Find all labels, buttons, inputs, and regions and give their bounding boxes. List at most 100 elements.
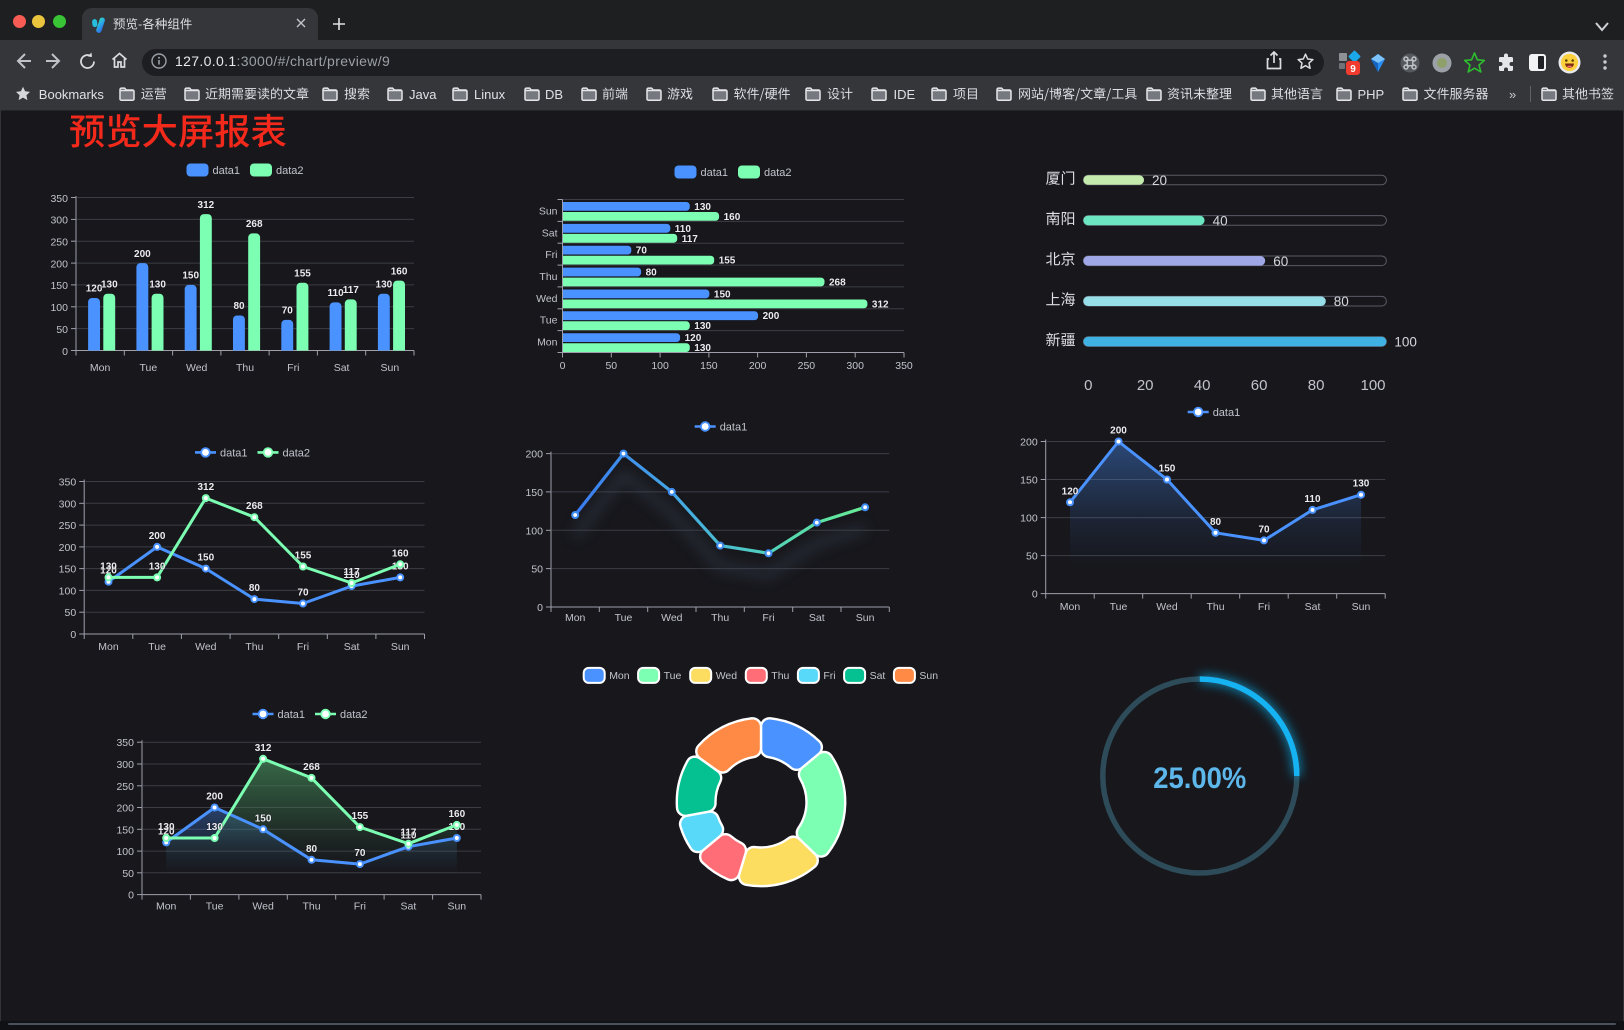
svg-text:0: 0: [128, 890, 134, 902]
svg-text:0: 0: [560, 360, 566, 372]
svg-text:Mon: Mon: [565, 612, 586, 624]
svg-text:0: 0: [62, 346, 68, 358]
svg-text:data2: data2: [340, 709, 368, 721]
svg-text:Sun: Sun: [1352, 601, 1371, 613]
svg-text:80: 80: [1210, 517, 1222, 528]
svg-text:70: 70: [297, 588, 309, 599]
svg-text:Wed: Wed: [716, 670, 738, 682]
svg-text:150: 150: [182, 271, 199, 282]
svg-text:50: 50: [65, 607, 77, 619]
svg-text:130: 130: [206, 822, 223, 833]
svg-text:130: 130: [158, 822, 175, 833]
svg-text:data2: data2: [276, 165, 304, 177]
svg-text:200: 200: [749, 360, 767, 372]
svg-text:350: 350: [50, 193, 68, 205]
svg-text:150: 150: [714, 289, 731, 300]
svg-text:Mon: Mon: [537, 337, 558, 349]
svg-text:200: 200: [50, 258, 68, 270]
svg-text:Mon: Mon: [1060, 601, 1081, 613]
svg-text:130: 130: [149, 279, 166, 290]
svg-text:data1: data1: [213, 165, 241, 177]
svg-text:130: 130: [694, 321, 711, 332]
svg-text:Mon: Mon: [156, 901, 177, 913]
svg-text:Sun: Sun: [856, 612, 875, 624]
svg-text:data1: data1: [701, 167, 729, 179]
svg-text:150: 150: [525, 487, 543, 499]
svg-text:300: 300: [59, 498, 77, 510]
svg-text:Tue: Tue: [540, 315, 558, 327]
svg-text:117: 117: [344, 567, 361, 578]
svg-text:130: 130: [1353, 479, 1370, 490]
svg-text:data1: data1: [220, 447, 248, 459]
svg-text:100: 100: [1020, 513, 1038, 525]
svg-text:160: 160: [392, 548, 409, 559]
svg-text:150: 150: [1020, 475, 1038, 487]
svg-text:155: 155: [295, 551, 312, 562]
svg-text:350: 350: [116, 737, 134, 749]
svg-text:Sun: Sun: [391, 641, 410, 653]
svg-text:300: 300: [846, 360, 864, 372]
svg-text:Sat: Sat: [401, 901, 417, 913]
svg-text:50: 50: [531, 564, 543, 576]
svg-text:250: 250: [798, 360, 816, 372]
svg-text:250: 250: [116, 781, 134, 793]
svg-text:117: 117: [400, 828, 417, 839]
svg-text:Sat: Sat: [1305, 601, 1321, 613]
svg-text:data1: data1: [720, 422, 748, 434]
svg-text:Fri: Fri: [297, 641, 309, 653]
svg-text:0: 0: [537, 602, 543, 614]
svg-text:200: 200: [1020, 437, 1038, 449]
svg-text:Thu: Thu: [245, 641, 263, 653]
svg-text:Sun: Sun: [919, 670, 938, 682]
svg-text:130: 130: [149, 561, 166, 572]
svg-text:200: 200: [763, 311, 780, 322]
svg-text:250: 250: [59, 520, 77, 532]
svg-text:Thu: Thu: [1206, 601, 1224, 613]
svg-text:Tue: Tue: [148, 641, 166, 653]
svg-text:117: 117: [682, 234, 699, 245]
svg-text:268: 268: [829, 278, 846, 289]
svg-text:150: 150: [255, 813, 272, 824]
svg-text:Mon: Mon: [98, 641, 119, 653]
svg-text:0: 0: [1084, 377, 1092, 394]
svg-text:160: 160: [724, 212, 741, 223]
svg-text:40: 40: [1194, 377, 1211, 394]
svg-text:Wed: Wed: [536, 293, 558, 305]
svg-text:Fri: Fri: [354, 901, 366, 913]
svg-text:Sun: Sun: [447, 901, 466, 913]
svg-text:data1: data1: [278, 709, 306, 721]
svg-text:100: 100: [116, 846, 134, 858]
svg-text:70: 70: [1258, 524, 1270, 535]
svg-text:160: 160: [391, 266, 408, 277]
svg-text:50: 50: [1026, 551, 1038, 563]
svg-text:130: 130: [376, 279, 393, 290]
svg-text:20: 20: [1152, 173, 1167, 188]
svg-text:Sun: Sun: [381, 362, 400, 374]
svg-text:data2: data2: [283, 447, 311, 459]
svg-text:Sat: Sat: [344, 641, 360, 653]
svg-text:60: 60: [1251, 377, 1268, 394]
svg-text:data2: data2: [764, 167, 792, 179]
svg-text:Tue: Tue: [664, 670, 682, 682]
svg-text:350: 350: [59, 477, 77, 489]
svg-text:100: 100: [59, 585, 77, 597]
svg-text:50: 50: [122, 868, 134, 880]
svg-text:312: 312: [197, 482, 214, 493]
svg-text:0: 0: [1032, 589, 1038, 601]
svg-text:150: 150: [197, 553, 214, 564]
svg-text:155: 155: [352, 811, 369, 822]
svg-text:350: 350: [895, 360, 913, 372]
svg-text:200: 200: [59, 542, 77, 554]
svg-text:200: 200: [116, 803, 134, 815]
svg-text:110: 110: [328, 288, 345, 299]
svg-text:80: 80: [1308, 377, 1325, 394]
svg-text:Thu: Thu: [302, 901, 320, 913]
svg-text:200: 200: [525, 449, 543, 461]
svg-text:Fri: Fri: [762, 612, 774, 624]
svg-text:Thu: Thu: [539, 271, 557, 283]
svg-text:200: 200: [134, 249, 151, 260]
svg-text:50: 50: [605, 360, 617, 372]
svg-text:Fri: Fri: [545, 249, 557, 261]
svg-text:Wed: Wed: [661, 612, 683, 624]
svg-text:60: 60: [1273, 254, 1288, 269]
